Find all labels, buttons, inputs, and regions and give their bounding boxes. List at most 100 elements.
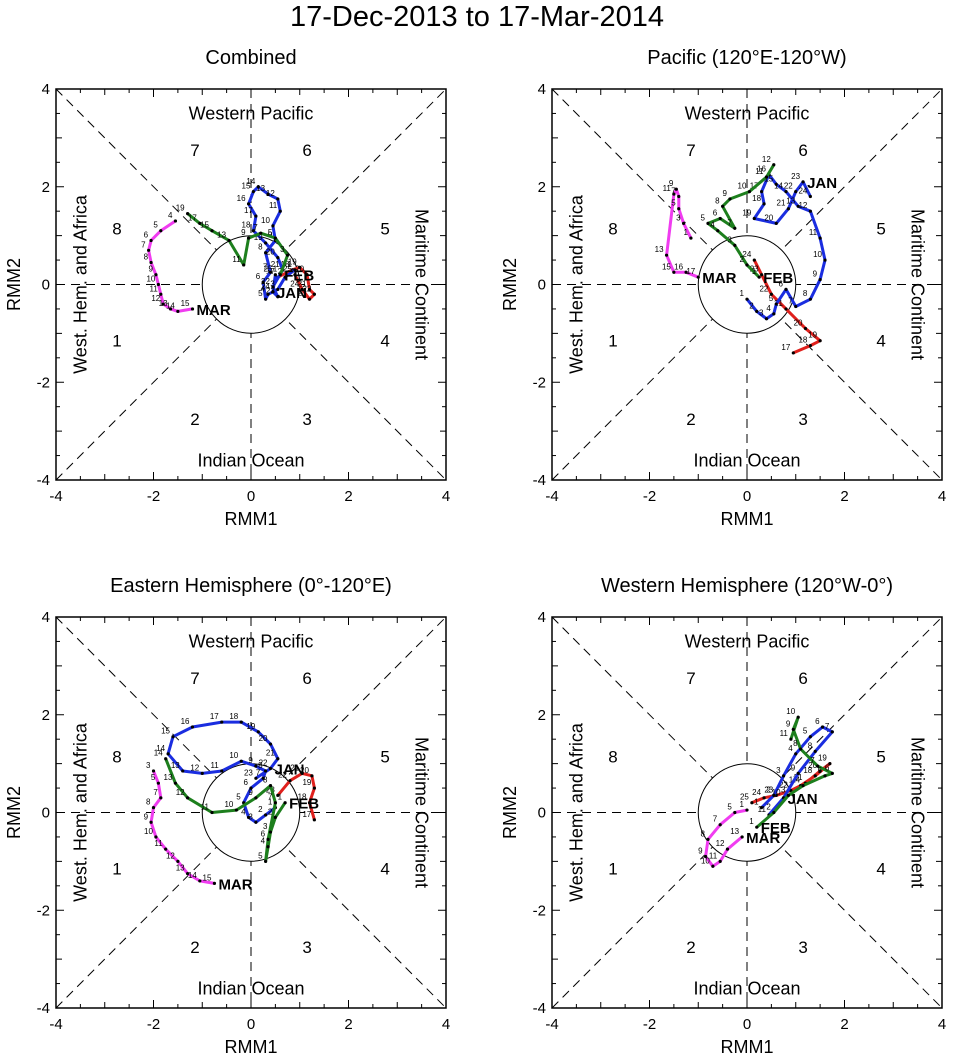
data-point xyxy=(268,830,273,834)
month-label-feb: FEB xyxy=(284,268,314,285)
data-point xyxy=(808,194,812,199)
data-point xyxy=(200,771,204,775)
data-point xyxy=(803,326,808,331)
day-label: 7 xyxy=(825,722,830,731)
day-label: 5 xyxy=(701,213,706,222)
phase-number-8: 8 xyxy=(608,747,617,766)
data-point xyxy=(745,263,749,267)
data-point xyxy=(154,273,158,277)
phase-number-2: 2 xyxy=(686,938,695,957)
data-point xyxy=(769,292,773,296)
data-point xyxy=(808,209,812,213)
data-point xyxy=(774,302,778,306)
day-label: 21 xyxy=(794,773,803,782)
phase-number-2: 2 xyxy=(190,938,199,957)
day-label: 16 xyxy=(181,717,190,726)
data-point xyxy=(764,317,769,321)
region-label-west-hem-africa: West. Hem. and Africa xyxy=(70,722,90,902)
data-point xyxy=(264,251,268,255)
data-point xyxy=(276,197,280,201)
day-label: 18 xyxy=(752,194,761,203)
data-point xyxy=(273,801,277,805)
data-point xyxy=(823,258,827,262)
day-label: 23 xyxy=(791,172,800,181)
day-label: 18 xyxy=(798,336,807,345)
day-label: 7 xyxy=(671,187,676,196)
data-point xyxy=(186,796,190,800)
data-point xyxy=(808,343,812,348)
day-label: 13 xyxy=(730,827,739,836)
data-point xyxy=(774,182,778,186)
data-point xyxy=(718,216,722,221)
day-label: 2 xyxy=(766,785,771,794)
phase-number-3: 3 xyxy=(798,410,807,429)
data-point xyxy=(682,221,686,226)
data-point xyxy=(268,784,273,788)
x-axis-label: RMM1 xyxy=(721,509,774,529)
data-point xyxy=(264,297,268,301)
day-label: 1 xyxy=(278,793,283,802)
panel-western-hemisphere: Western Hemisphere (120°W-0°) -4-4 -2 -2 0 0 2… xyxy=(500,575,946,1057)
day-label: 11 xyxy=(201,803,210,812)
day-label: 24 xyxy=(752,788,761,797)
phase-number-8: 8 xyxy=(608,219,617,238)
panel-title: Western Hemisphere (120°W-0°) xyxy=(601,575,893,597)
data-point xyxy=(750,801,754,805)
day-label: 15 xyxy=(764,174,773,183)
data-point xyxy=(283,275,287,279)
day-label: 25 xyxy=(740,793,749,802)
data-point xyxy=(808,735,812,739)
day-label: 24 xyxy=(261,282,270,291)
day-label: 16 xyxy=(674,262,683,271)
data-point xyxy=(752,216,756,221)
day-label: 13 xyxy=(171,761,180,770)
data-point xyxy=(706,221,710,226)
data-point xyxy=(266,292,270,296)
x-tick-label: -4 xyxy=(545,488,558,505)
day-label: 17 xyxy=(686,267,695,276)
day-label: 25 xyxy=(283,265,292,274)
data-point xyxy=(261,280,265,284)
day-label: 17 xyxy=(210,712,219,721)
day-label: 4 xyxy=(261,284,266,293)
day-label: 4 xyxy=(710,221,715,230)
data-point xyxy=(168,307,173,311)
day-label: 19 xyxy=(288,257,297,266)
day-label: 6 xyxy=(713,209,718,218)
region-label-western-pacific: Western Pacific xyxy=(189,631,314,651)
day-label: 11 xyxy=(758,805,767,814)
day-label: 17 xyxy=(781,343,790,352)
series-line-feb xyxy=(706,164,776,279)
day-label: 7 xyxy=(713,815,718,824)
region-label-maritime-continent: Maritime Continent xyxy=(412,209,432,360)
series-line-feb xyxy=(186,212,290,276)
data-point xyxy=(781,774,786,778)
day-label: 20 xyxy=(808,761,817,770)
phase-number-8: 8 xyxy=(112,219,121,238)
day-label: 5 xyxy=(236,793,241,802)
y-axis-label: RMM2 xyxy=(4,786,24,839)
data-point xyxy=(164,757,168,761)
y-tick-label: -4 xyxy=(533,1000,546,1017)
unit-circle xyxy=(697,763,797,862)
day-label: 9 xyxy=(786,719,791,728)
day-label: 5 xyxy=(258,289,263,298)
day-label: 18 xyxy=(229,712,238,721)
data-point xyxy=(266,845,270,849)
day-label: 2 xyxy=(766,803,771,812)
day-label: 19 xyxy=(818,754,827,763)
day-label: 3 xyxy=(263,822,268,831)
data-point xyxy=(755,825,759,829)
x-tick-label: -2 xyxy=(147,488,160,505)
day-label: 6 xyxy=(779,279,784,288)
day-label: 11 xyxy=(663,184,672,193)
data-point xyxy=(151,806,156,810)
region-label-western-pacific: Western Pacific xyxy=(189,103,314,123)
phase-number-3: 3 xyxy=(302,938,311,957)
data-point xyxy=(264,813,268,817)
panel-title: Combined xyxy=(205,47,296,69)
data-point xyxy=(254,764,258,768)
panel-eastern-hemisphere: Eastern Hemisphere (0°-120°E) -4-4 -2 -2 0 0 2… xyxy=(4,575,450,1057)
region-label-indian-ocean: Indian Ocean xyxy=(197,450,304,470)
month-label-feb: FEB xyxy=(761,820,791,837)
